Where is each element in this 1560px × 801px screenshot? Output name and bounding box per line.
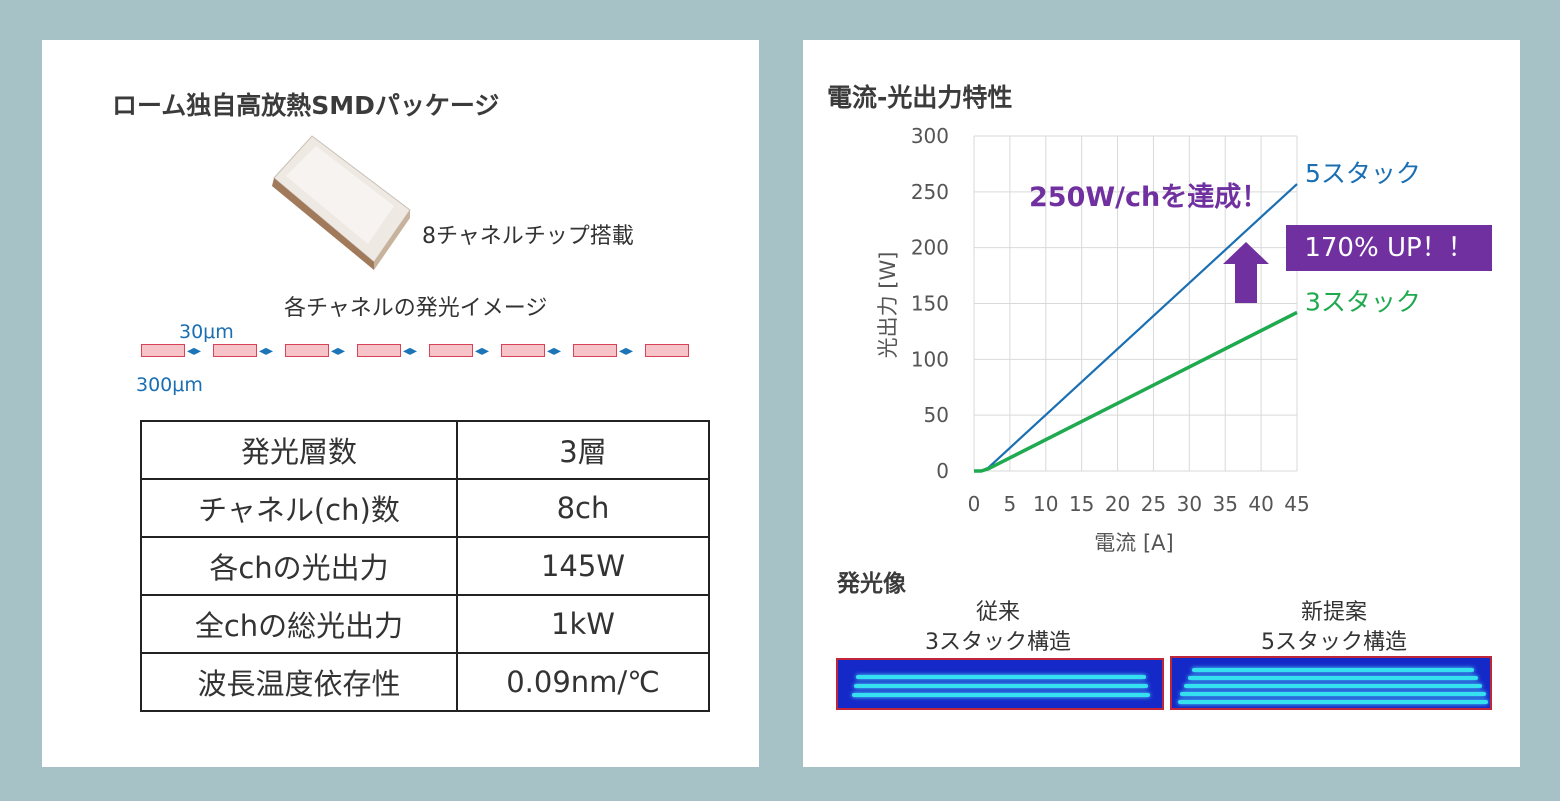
x-tick-label: 0 (968, 492, 981, 516)
conventional-caption: 従来 3スタック構造 (913, 598, 1083, 658)
series-label-1: 5スタック (1305, 159, 1421, 188)
gap-arrow-icon: ◂▸ (619, 343, 634, 359)
x-axis-title: 電流 [A] (1094, 531, 1173, 555)
table-row: 全chの総光出力 1kW (140, 594, 710, 654)
x-tick-label: 40 (1248, 492, 1273, 516)
new-caption: 新提案 5スタック構造 (1249, 598, 1419, 658)
x-tick-label: 5 (1004, 492, 1017, 516)
beam (1180, 692, 1486, 696)
channel-8 (645, 344, 689, 357)
chip-image (272, 135, 411, 270)
gap-arrow-icon: ◂▸ (331, 343, 346, 359)
spec-value: 3層 (456, 420, 710, 480)
achievement-annotation: 250W/chを達成！ (1029, 182, 1268, 213)
spec-value: 8ch (456, 478, 710, 538)
up-arrow-icon (1223, 242, 1269, 303)
beam (1188, 676, 1478, 680)
gap-arrow-icon: ◂▸ (187, 343, 202, 359)
emission-title: 発光像 (837, 571, 906, 597)
x-tick-label: 10 (1033, 492, 1058, 516)
channel-2 (213, 344, 257, 357)
channel-6 (501, 344, 545, 357)
channel-5 (429, 344, 473, 357)
beam (1192, 668, 1474, 672)
x-tick-label: 35 (1212, 492, 1237, 516)
x-tick-label: 25 (1141, 492, 1166, 516)
improvement-badge: 170% UP！！ (1286, 225, 1492, 271)
beam (852, 693, 1150, 697)
spec-key: 波長温度依存性 (140, 652, 458, 712)
x-tick-label: 30 (1177, 492, 1202, 516)
channel-4 (357, 344, 401, 357)
spec-key: 発光層数 (140, 420, 458, 480)
y-tick-label: 50 (924, 403, 949, 427)
spec-key: 全chの総光出力 (140, 594, 458, 654)
beam (1184, 684, 1482, 688)
table-row: 各chの光出力 145W (140, 536, 710, 596)
series-line-1 (974, 183, 1298, 473)
gap-arrow-icon: ◂▸ (259, 343, 274, 359)
new-structure-label: 5スタック構造 (1261, 630, 1407, 655)
left-panel: ローム独自高放熱SMDパッケージ 8チャネルチップ搭載 各チャネルの発光イメージ… (42, 40, 759, 767)
beam (1178, 700, 1488, 704)
gap-arrow-icon: ◂▸ (403, 343, 418, 359)
new-emission-image (1170, 656, 1492, 710)
chip-caption: 8チャネルチップ搭載 (422, 224, 634, 249)
y-tick-label: 100 (911, 347, 949, 371)
spec-key: チャネル(ch)数 (140, 478, 458, 538)
table-row: 発光層数 3層 (140, 420, 710, 480)
y-axis-title: 光出力 [W] (876, 252, 900, 359)
spec-value: 145W (456, 536, 710, 596)
x-tick-label: 20 (1105, 492, 1130, 516)
beam (854, 684, 1148, 688)
y-tick-label: 200 (911, 236, 949, 260)
x-tick-label: 15 (1069, 492, 1094, 516)
table-row: チャネル(ch)数 8ch (140, 478, 710, 538)
beam (856, 675, 1146, 679)
channel-1 (141, 344, 185, 357)
table-row: 波長温度依存性 0.09nm/℃ (140, 652, 710, 712)
series-line-2 (974, 310, 1298, 473)
conventional-label: 従来 (975, 600, 1020, 625)
spec-value: 0.09nm/℃ (456, 652, 710, 712)
y-tick-label: 0 (936, 459, 949, 483)
y-tick-label: 300 (911, 124, 949, 148)
conventional-structure-label: 3スタック構造 (925, 630, 1071, 655)
spec-value: 1kW (456, 594, 710, 654)
right-panel: 電流-光出力特性 0 5 10 15 20 25 30 35 40 45 0 50 100 150 200 2… (803, 40, 1520, 767)
width-dimension-label: 300μm (136, 374, 203, 396)
spec-key: 各chの光出力 (140, 536, 458, 596)
channel-3 (285, 344, 329, 357)
gap-arrow-icon: ◂▸ (547, 343, 562, 359)
channel-7 (573, 344, 617, 357)
chart-title: 電流-光出力特性 (827, 83, 1013, 112)
channel-caption: 各チャネルの発光イメージ (284, 296, 548, 321)
spec-table: 発光層数 3層 チャネル(ch)数 8ch 各chの光出力 145W 全chの総… (140, 420, 710, 712)
gap-dimension-label: 30μm (179, 321, 234, 343)
series-label-2: 3スタック (1305, 287, 1421, 316)
package-title: ローム独自高放熱SMDパッケージ (112, 91, 500, 120)
x-tick-label: 45 (1284, 492, 1309, 516)
y-tick-label: 250 (911, 180, 949, 204)
y-tick-label: 150 (911, 292, 949, 316)
conventional-emission-image (836, 658, 1164, 710)
gap-arrow-icon: ◂▸ (475, 343, 490, 359)
new-proposal-label: 新提案 (1300, 600, 1367, 625)
